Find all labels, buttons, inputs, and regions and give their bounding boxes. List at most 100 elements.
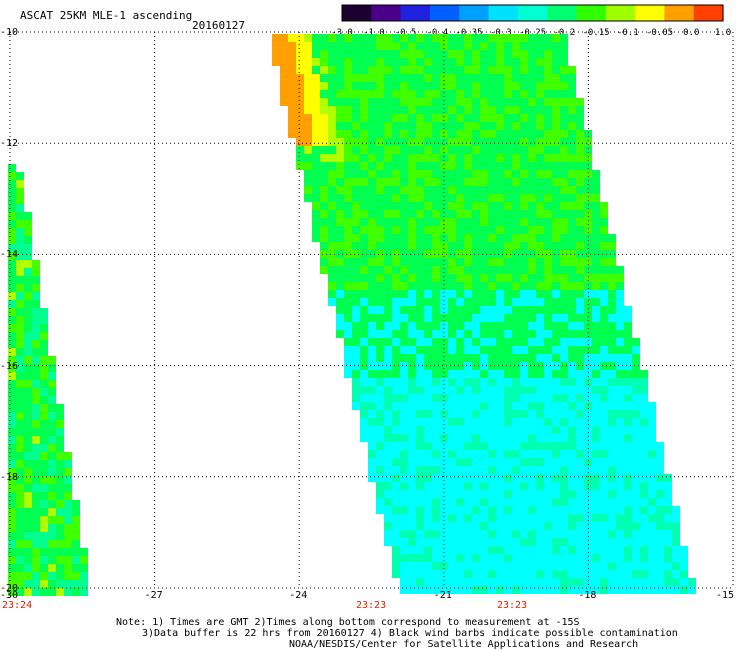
- swath-pixel: [512, 362, 520, 370]
- swath-pixel: [392, 138, 400, 146]
- swath-pixel: [528, 146, 536, 154]
- swath-pixel: [512, 234, 520, 242]
- swath-pixel: [360, 242, 368, 250]
- swath-pixel: [592, 250, 600, 258]
- swath-pixel: [536, 178, 544, 186]
- swath-pixel: [536, 82, 544, 90]
- swath-pixel: [520, 538, 528, 546]
- swath-pixel: [424, 226, 432, 234]
- swath-pixel: [584, 130, 592, 138]
- swath-pixel: [416, 138, 424, 146]
- swath-pixel: [576, 354, 584, 362]
- swath-pixel: [600, 538, 608, 546]
- swath-pixel: [416, 546, 424, 554]
- swath-pixel: [296, 74, 304, 82]
- swath-pixel: [632, 458, 640, 466]
- swath-pixel: [360, 146, 368, 154]
- swath-pixel: [416, 130, 424, 138]
- swath-pixel: [424, 66, 432, 74]
- swath-pixel: [56, 436, 64, 444]
- swath-pixel: [544, 42, 552, 50]
- swath-pixel: [24, 428, 32, 436]
- swath-pixel: [512, 450, 520, 458]
- swath-pixel: [528, 546, 536, 554]
- swath-pixel: [544, 530, 552, 538]
- swath-pixel: [448, 250, 456, 258]
- swath-pixel: [600, 482, 608, 490]
- swath-pixel: [432, 370, 440, 378]
- swath-pixel: [552, 346, 560, 354]
- swath-pixel: [376, 450, 384, 458]
- swath-pixel: [416, 106, 424, 114]
- swath-pixel: [24, 548, 32, 556]
- swath-pixel: [328, 106, 336, 114]
- swath-pixel: [440, 442, 448, 450]
- swath-pixel: [448, 570, 456, 578]
- swath-pixel: [560, 314, 568, 322]
- swath-pixel: [440, 178, 448, 186]
- swath-pixel: [624, 506, 632, 514]
- swath-pixel: [400, 178, 408, 186]
- swath-pixel: [536, 322, 544, 330]
- swath-pixel: [448, 258, 456, 266]
- swath-pixel: [24, 580, 32, 588]
- swath-pixel: [312, 66, 320, 74]
- swath-pixel: [592, 402, 600, 410]
- swath-pixel: [384, 282, 392, 290]
- swath-pixel: [304, 42, 312, 50]
- swath-pixel: [592, 498, 600, 506]
- swath-pixel: [568, 154, 576, 162]
- swath-pixel: [504, 418, 512, 426]
- swath-pixel: [488, 410, 496, 418]
- swath-pixel: [328, 242, 336, 250]
- swath-pixel: [408, 210, 416, 218]
- swath-pixel: [568, 458, 576, 466]
- swath-pixel: [24, 492, 32, 500]
- swath-pixel: [408, 522, 416, 530]
- swath-pixel: [480, 410, 488, 418]
- swath-pixel: [504, 314, 512, 322]
- swath-pixel: [648, 578, 656, 586]
- swath-pixel: [552, 34, 560, 42]
- swath-pixel: [328, 178, 336, 186]
- swath-pixel: [312, 162, 320, 170]
- swath-pixel: [448, 370, 456, 378]
- swath-pixel: [608, 554, 616, 562]
- swath-pixel: [456, 186, 464, 194]
- swath-pixel: [400, 194, 408, 202]
- swath-pixel: [376, 178, 384, 186]
- swath-pixel: [280, 74, 288, 82]
- swath-pixel: [632, 466, 640, 474]
- swath-pixel: [632, 562, 640, 570]
- swath-pixel: [544, 218, 552, 226]
- swath-pixel: [512, 34, 520, 42]
- swath-pixel: [448, 338, 456, 346]
- swath-pixel: [416, 418, 424, 426]
- swath-pixel: [424, 90, 432, 98]
- swath-pixel: [368, 418, 376, 426]
- swath-pixel: [504, 234, 512, 242]
- swath-pixel: [384, 306, 392, 314]
- swath-pixel: [504, 386, 512, 394]
- swath-pixel: [384, 186, 392, 194]
- swath-pixel: [328, 282, 336, 290]
- swath-pixel: [560, 354, 568, 362]
- swath-pixel: [448, 50, 456, 58]
- swath-pixel: [560, 378, 568, 386]
- swath-pixel: [584, 322, 592, 330]
- swath-pixel: [24, 476, 32, 484]
- swath-pixel: [432, 186, 440, 194]
- swath-pixel: [472, 314, 480, 322]
- swath-pixel: [600, 386, 608, 394]
- swath-pixel: [552, 66, 560, 74]
- swath-pixel: [392, 194, 400, 202]
- swath-pixel: [24, 356, 32, 364]
- swath-pixel: [496, 570, 504, 578]
- swath-pixel: [400, 138, 408, 146]
- swath-pixel: [48, 532, 56, 540]
- swath-pixel: [504, 138, 512, 146]
- swath-pixel: [512, 42, 520, 50]
- swath-pixel: [24, 412, 32, 420]
- swath-pixel: [384, 114, 392, 122]
- swath-pixel: [440, 66, 448, 74]
